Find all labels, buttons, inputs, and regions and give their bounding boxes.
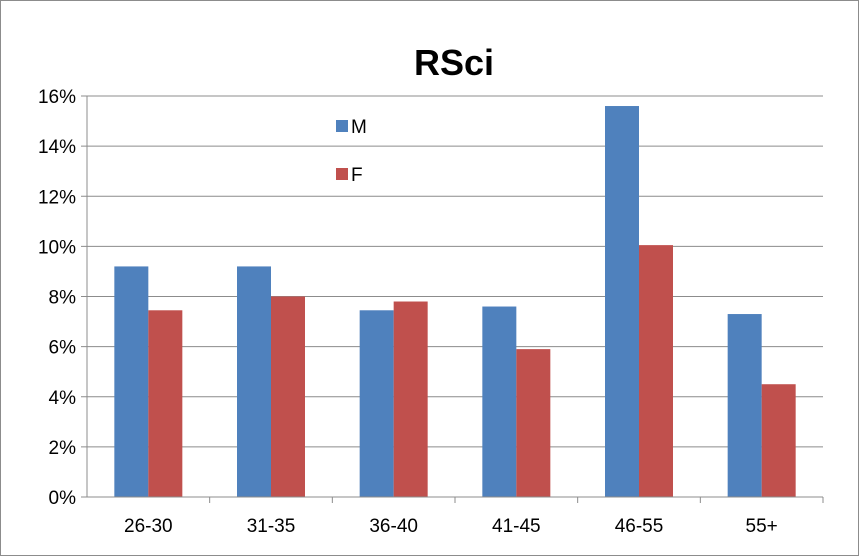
y-tick-label: 10% (38, 237, 76, 258)
y-tick-label: 2% (49, 438, 77, 459)
y-tick-label: 14% (38, 137, 76, 158)
x-tick-label: 26-30 (124, 516, 173, 537)
legend: MF (336, 117, 367, 186)
bar-m-31-35 (237, 266, 271, 497)
x-tick-label: 41-45 (492, 516, 541, 537)
y-tick-label: 6% (49, 338, 77, 359)
bar-m-46-55 (605, 106, 639, 498)
bar-f-26-30 (148, 310, 183, 497)
y-axis-ticks: 0% 2% 4% 6% 8% 10% 12% 14% 16% (38, 87, 76, 509)
y-tick-label: 16% (38, 87, 76, 108)
legend-swatch-m (336, 120, 348, 132)
y-tick-label: 4% (49, 388, 77, 409)
legend-swatch-f (336, 168, 348, 180)
y-tick-label: 12% (38, 187, 76, 208)
y-tick-label: 0% (49, 488, 77, 509)
x-tick-label: 46-55 (615, 516, 664, 537)
x-axis-ticks: 26-30 31-35 36-40 41-45 46-55 55+ (81, 496, 824, 537)
bar-m-55+ (727, 314, 762, 497)
legend-label-m: M (351, 117, 367, 138)
bar-f-46-55 (639, 245, 673, 497)
legend-label-f: F (351, 165, 363, 186)
x-tick-label: 31-35 (247, 516, 296, 537)
chart-title: RSci (414, 42, 494, 83)
y-tick-label: 8% (49, 288, 77, 309)
gridlines (81, 95, 823, 498)
bar-f-55+ (761, 384, 796, 497)
x-tick-label: 36-40 (369, 516, 418, 537)
bar-m-41-45 (482, 306, 517, 497)
bars (114, 106, 796, 498)
bar-f-31-35 (271, 296, 305, 497)
bar-m-26-30 (114, 266, 149, 497)
bar-m-36-40 (359, 310, 394, 497)
bar-f-36-40 (393, 301, 428, 497)
x-tick-label: 55+ (746, 516, 778, 537)
bar-f-41-45 (516, 349, 551, 497)
